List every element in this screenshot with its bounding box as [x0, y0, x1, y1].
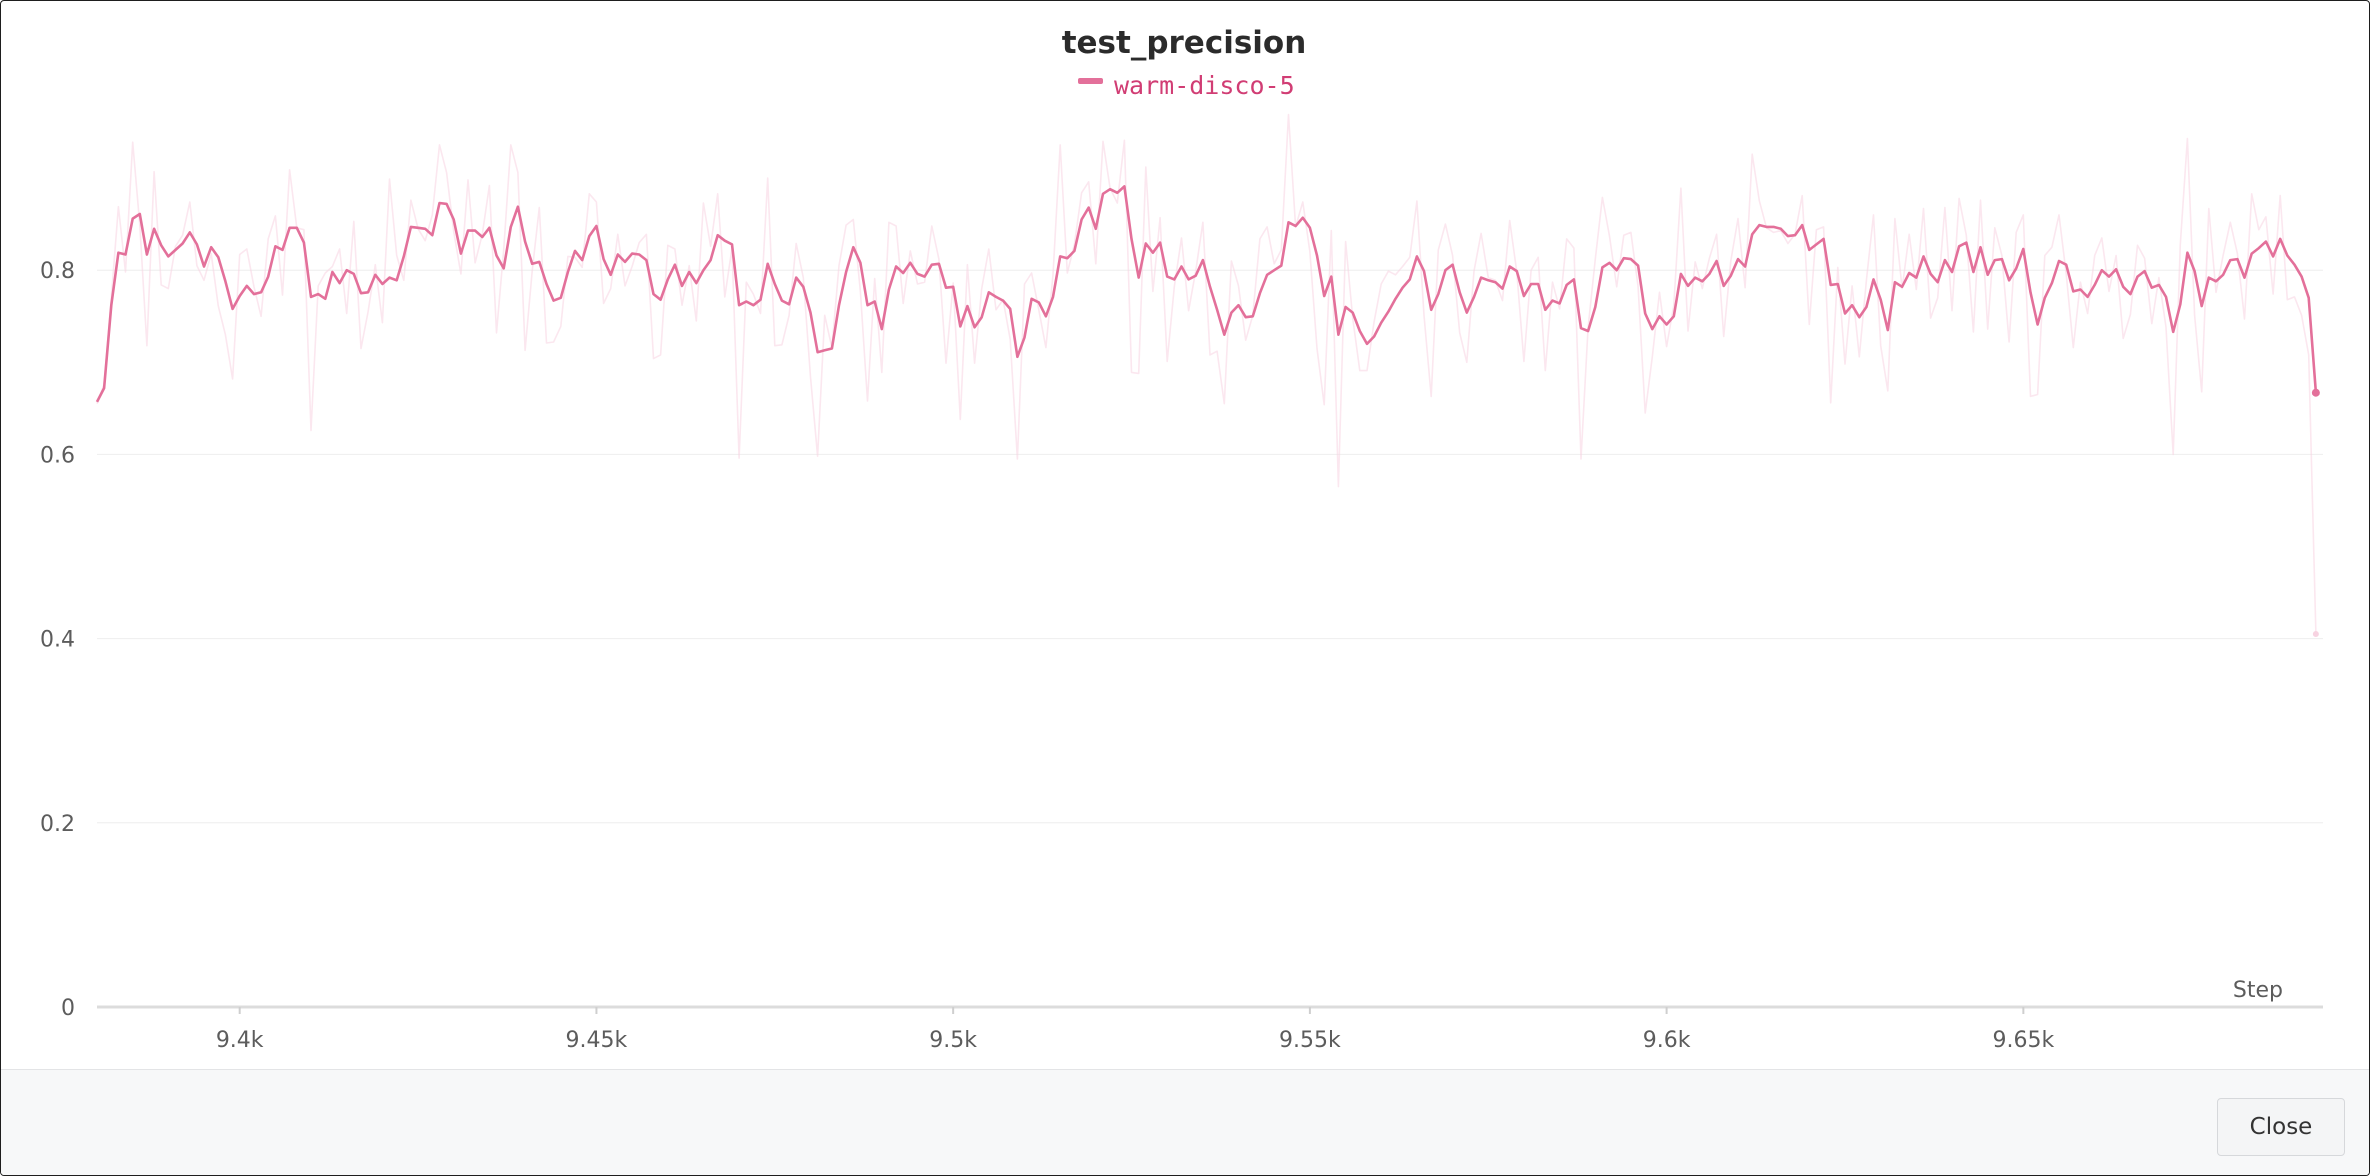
x-tick-label: 9.45k	[566, 1028, 628, 1053]
y-tick-label: 0.2	[40, 812, 75, 837]
series-layer	[95, 113, 2320, 637]
x-tick-label: 9.4k	[216, 1028, 264, 1053]
y-tick-label: 0.4	[40, 628, 75, 653]
raw-end-point	[2312, 630, 2319, 637]
x-axis-ticks: 9.4k 9.45k 9.5k 9.55k 9.6k 9.65k	[216, 1007, 2054, 1053]
legend-swatch	[1078, 78, 1103, 84]
legend-label: warm-disco-5	[1114, 71, 1295, 100]
y-tick-label: 0.6	[40, 443, 75, 468]
legend[interactable]: warm-disco-5	[1078, 71, 1295, 100]
series-end-point	[2311, 388, 2320, 397]
line-chart[interactable]: 0 0.2 0.4 0.6 0.8 9.4k 9.45k 9.5k 9.55k 9.6k 9.65…	[1, 1, 2369, 1069]
x-tick-label: 9.55k	[1279, 1028, 1341, 1053]
x-tick-label: 9.6k	[1643, 1028, 1691, 1053]
y-axis: 0 0.2 0.4 0.6 0.8	[40, 259, 75, 1021]
y-tick-label: 0	[61, 996, 75, 1021]
y-tick-label: 0.8	[40, 259, 75, 284]
dialog-footer: Close	[1, 1069, 2369, 1175]
x-tick-label: 9.65k	[1992, 1028, 2054, 1053]
x-axis-label: Step	[2233, 978, 2283, 1003]
close-button[interactable]: Close	[2217, 1098, 2345, 1156]
chart-panel: 0 0.2 0.4 0.6 0.8 9.4k 9.45k 9.5k 9.55k 9.6k 9.65…	[1, 1, 2369, 1069]
series-line-warm-disco-5[interactable]	[95, 185, 2318, 403]
x-tick-label: 9.5k	[929, 1028, 977, 1053]
raw-series-line	[96, 113, 2317, 635]
chart-title: test_precision	[1062, 25, 1307, 61]
